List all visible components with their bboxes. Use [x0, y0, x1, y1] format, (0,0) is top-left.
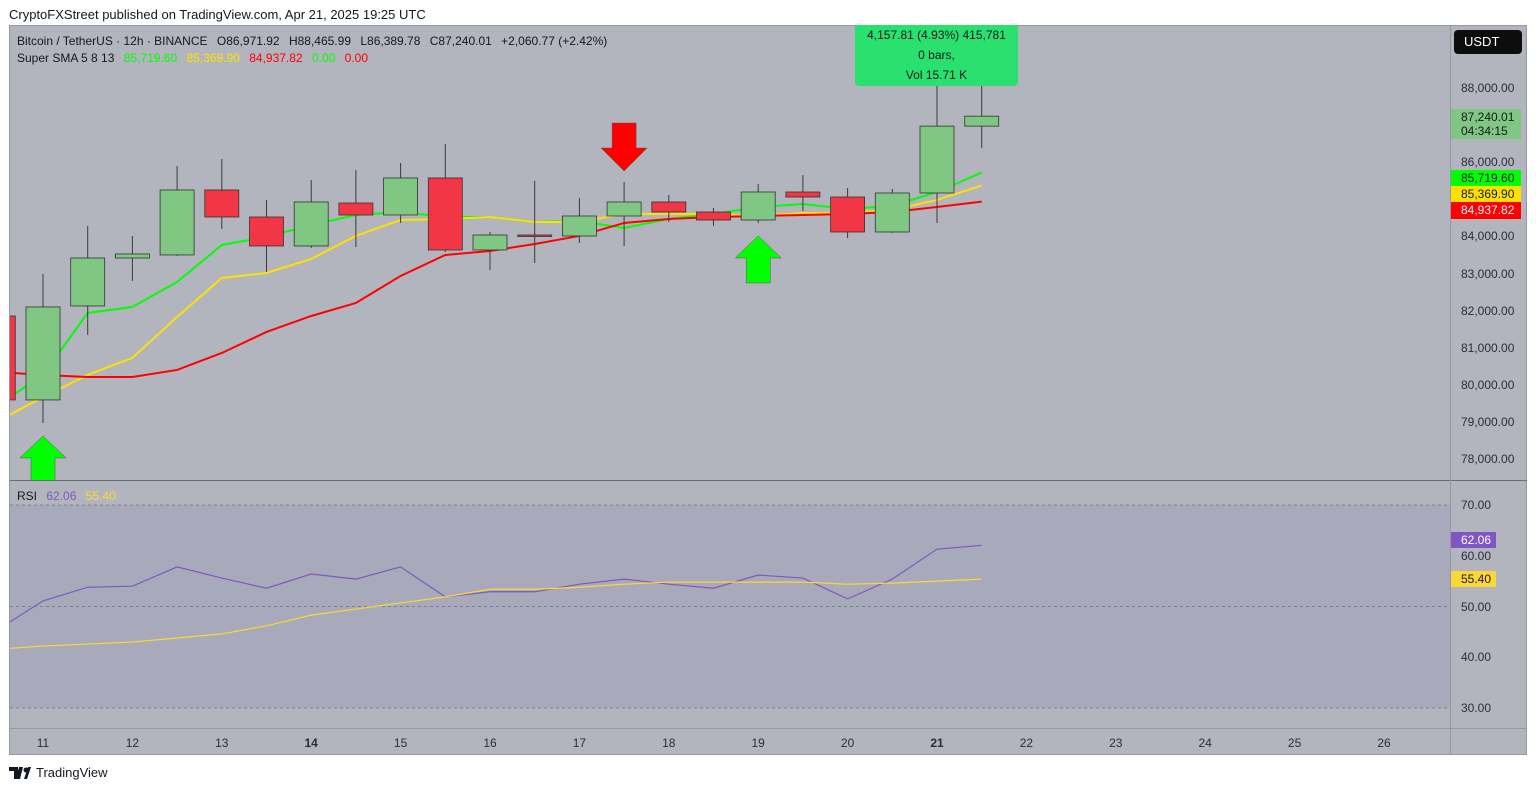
- price-pane: [10, 70, 1000, 480]
- candle-body: [964, 115, 1000, 127]
- candle-body: [740, 191, 776, 221]
- time-tick: 21: [930, 736, 944, 750]
- time-tick: 24: [1198, 736, 1212, 750]
- price-tick: 79,000.00: [1461, 414, 1515, 429]
- price-tick: 83,000.00: [1461, 266, 1515, 281]
- candle-body: [472, 234, 508, 251]
- indicator-name[interactable]: Super SMA 5 8 13: [17, 51, 115, 65]
- rsi-ma-tag: 55.40: [1451, 571, 1496, 587]
- candle-body: [874, 192, 910, 233]
- candle-body: [919, 125, 955, 194]
- rsi-value: 62.06: [46, 489, 77, 503]
- ohlc-low: L86,389.78: [360, 34, 421, 48]
- time-tick: 15: [393, 736, 408, 750]
- candle-body: [159, 189, 195, 256]
- publisher-line: CryptoFXStreet published on TradingView.…: [9, 7, 426, 22]
- candle-body: [606, 201, 642, 217]
- rsi-ma-line: [10, 578, 982, 649]
- ohlc-open: O86,971.92: [216, 34, 280, 48]
- time-tick: 26: [1377, 736, 1391, 750]
- indicator-value-5: 0.00: [344, 51, 369, 65]
- candle-body: [517, 234, 553, 237]
- sma-slow-tag: 84,937.82: [1451, 202, 1521, 219]
- bar-countdown: 04:34:15: [1461, 124, 1508, 138]
- tradingview-logo-icon: [9, 766, 31, 779]
- time-tick: 17: [572, 736, 587, 750]
- price-tick: 82,000.00: [1461, 303, 1515, 318]
- price-tick: 88,000.00: [1461, 81, 1515, 95]
- ohlc-change: +2,060.77 (+2.42%): [501, 34, 608, 48]
- tradingview-logo[interactable]: TradingView: [9, 765, 108, 780]
- candle-body: [785, 191, 821, 198]
- time-tick: 14: [304, 736, 318, 750]
- rsi-ma-value: 55.40: [85, 489, 116, 503]
- time-tick: 23: [1109, 736, 1123, 750]
- price-tick: 80,000.00: [1461, 377, 1515, 392]
- tooltip-bars: 0 bars,: [918, 48, 955, 62]
- candle-body: [696, 211, 731, 221]
- time-tick: 22: [1019, 736, 1034, 750]
- sell-signal-arrow-icon: [600, 122, 648, 172]
- symbol-name[interactable]: Bitcoin / TetherUS · 12h · BINANCE: [17, 34, 208, 48]
- last-price: 87,240.01: [1461, 110, 1515, 124]
- rsi-tick: 30.00: [1461, 701, 1492, 715]
- price-tick: 84,000.00: [1461, 229, 1515, 244]
- time-tick: 12: [125, 736, 140, 750]
- price-tick: 81,000.00: [1461, 340, 1515, 355]
- symbol-legend: Bitcoin / TetherUS · 12h · BINANCE O86,9…: [17, 34, 613, 48]
- sma-mid-value: 85,369.90: [186, 51, 240, 65]
- time-tick: 18: [662, 736, 676, 750]
- rsi-tick: 60.00: [1461, 548, 1492, 563]
- tooltip-change: 4,157.81 (4.93%) 415,781: [867, 28, 1006, 42]
- rsi-tick: 70.00: [1461, 498, 1492, 512]
- rsi-name[interactable]: RSI: [17, 489, 38, 503]
- rsi-line: [10, 544, 982, 623]
- buy-signal-arrow-icon: [734, 235, 782, 284]
- time-tick: 19: [751, 736, 765, 750]
- candle-body: [10, 315, 16, 401]
- candle-body: [204, 189, 240, 218]
- sma-mid-tag: 85,369.90: [1451, 186, 1521, 202]
- buy-signal-arrow-icon: [19, 435, 67, 480]
- footer-brand: TradingView: [36, 765, 108, 780]
- price-tick: 86,000.00: [1461, 155, 1515, 170]
- currency-button[interactable]: USDT: [1454, 30, 1522, 54]
- sma-line-sma-8: [10, 184, 983, 416]
- time-tick: 13: [215, 736, 229, 750]
- rsi-tick: 40.00: [1461, 650, 1492, 665]
- time-tick: 16: [483, 736, 497, 750]
- candle-body: [338, 202, 374, 216]
- candle-body: [562, 215, 597, 237]
- ohlc-high: H88,465.99: [288, 34, 351, 48]
- rsi-tag: 62.06: [1451, 532, 1496, 548]
- tooltip-volume: Vol 15.71 K: [905, 68, 968, 82]
- ohlc-close: C87,240.01: [429, 34, 492, 48]
- candle-body: [25, 306, 61, 401]
- measure-tooltip: 4,157.81 (4.93%) 415,781 0 bars, Vol 15.…: [855, 25, 1018, 86]
- time-tick: 25: [1287, 736, 1302, 750]
- price-tick: 78,000.00: [1461, 452, 1515, 466]
- candle-body: [830, 196, 865, 233]
- candle-body: [293, 201, 329, 247]
- candle-body: [383, 177, 419, 216]
- candle-body: [427, 177, 463, 251]
- time-tick: 11: [36, 736, 50, 750]
- candle-body: [249, 216, 284, 247]
- sma-fast-tag: 85,719.60: [1451, 170, 1521, 186]
- candle-body: [651, 201, 687, 213]
- candle-body: [115, 253, 150, 259]
- time-tick: 20: [840, 736, 855, 750]
- indicator-legend: Super SMA 5 8 13 85,719.60 85,369.90 84,…: [17, 51, 374, 65]
- sma-slow-value: 84,937.82: [249, 51, 303, 65]
- rsi-legend: RSI 62.06 55.40: [17, 489, 122, 503]
- indicator-value-4: 0.00: [311, 51, 336, 65]
- rsi-pane: [10, 544, 982, 649]
- rsi-tick: 50.00: [1461, 599, 1492, 614]
- candle-body: [70, 257, 106, 307]
- last-price-tag: 87,240.01 04:34:15: [1451, 109, 1521, 139]
- sma-fast-value: 85,719.60: [123, 51, 178, 65]
